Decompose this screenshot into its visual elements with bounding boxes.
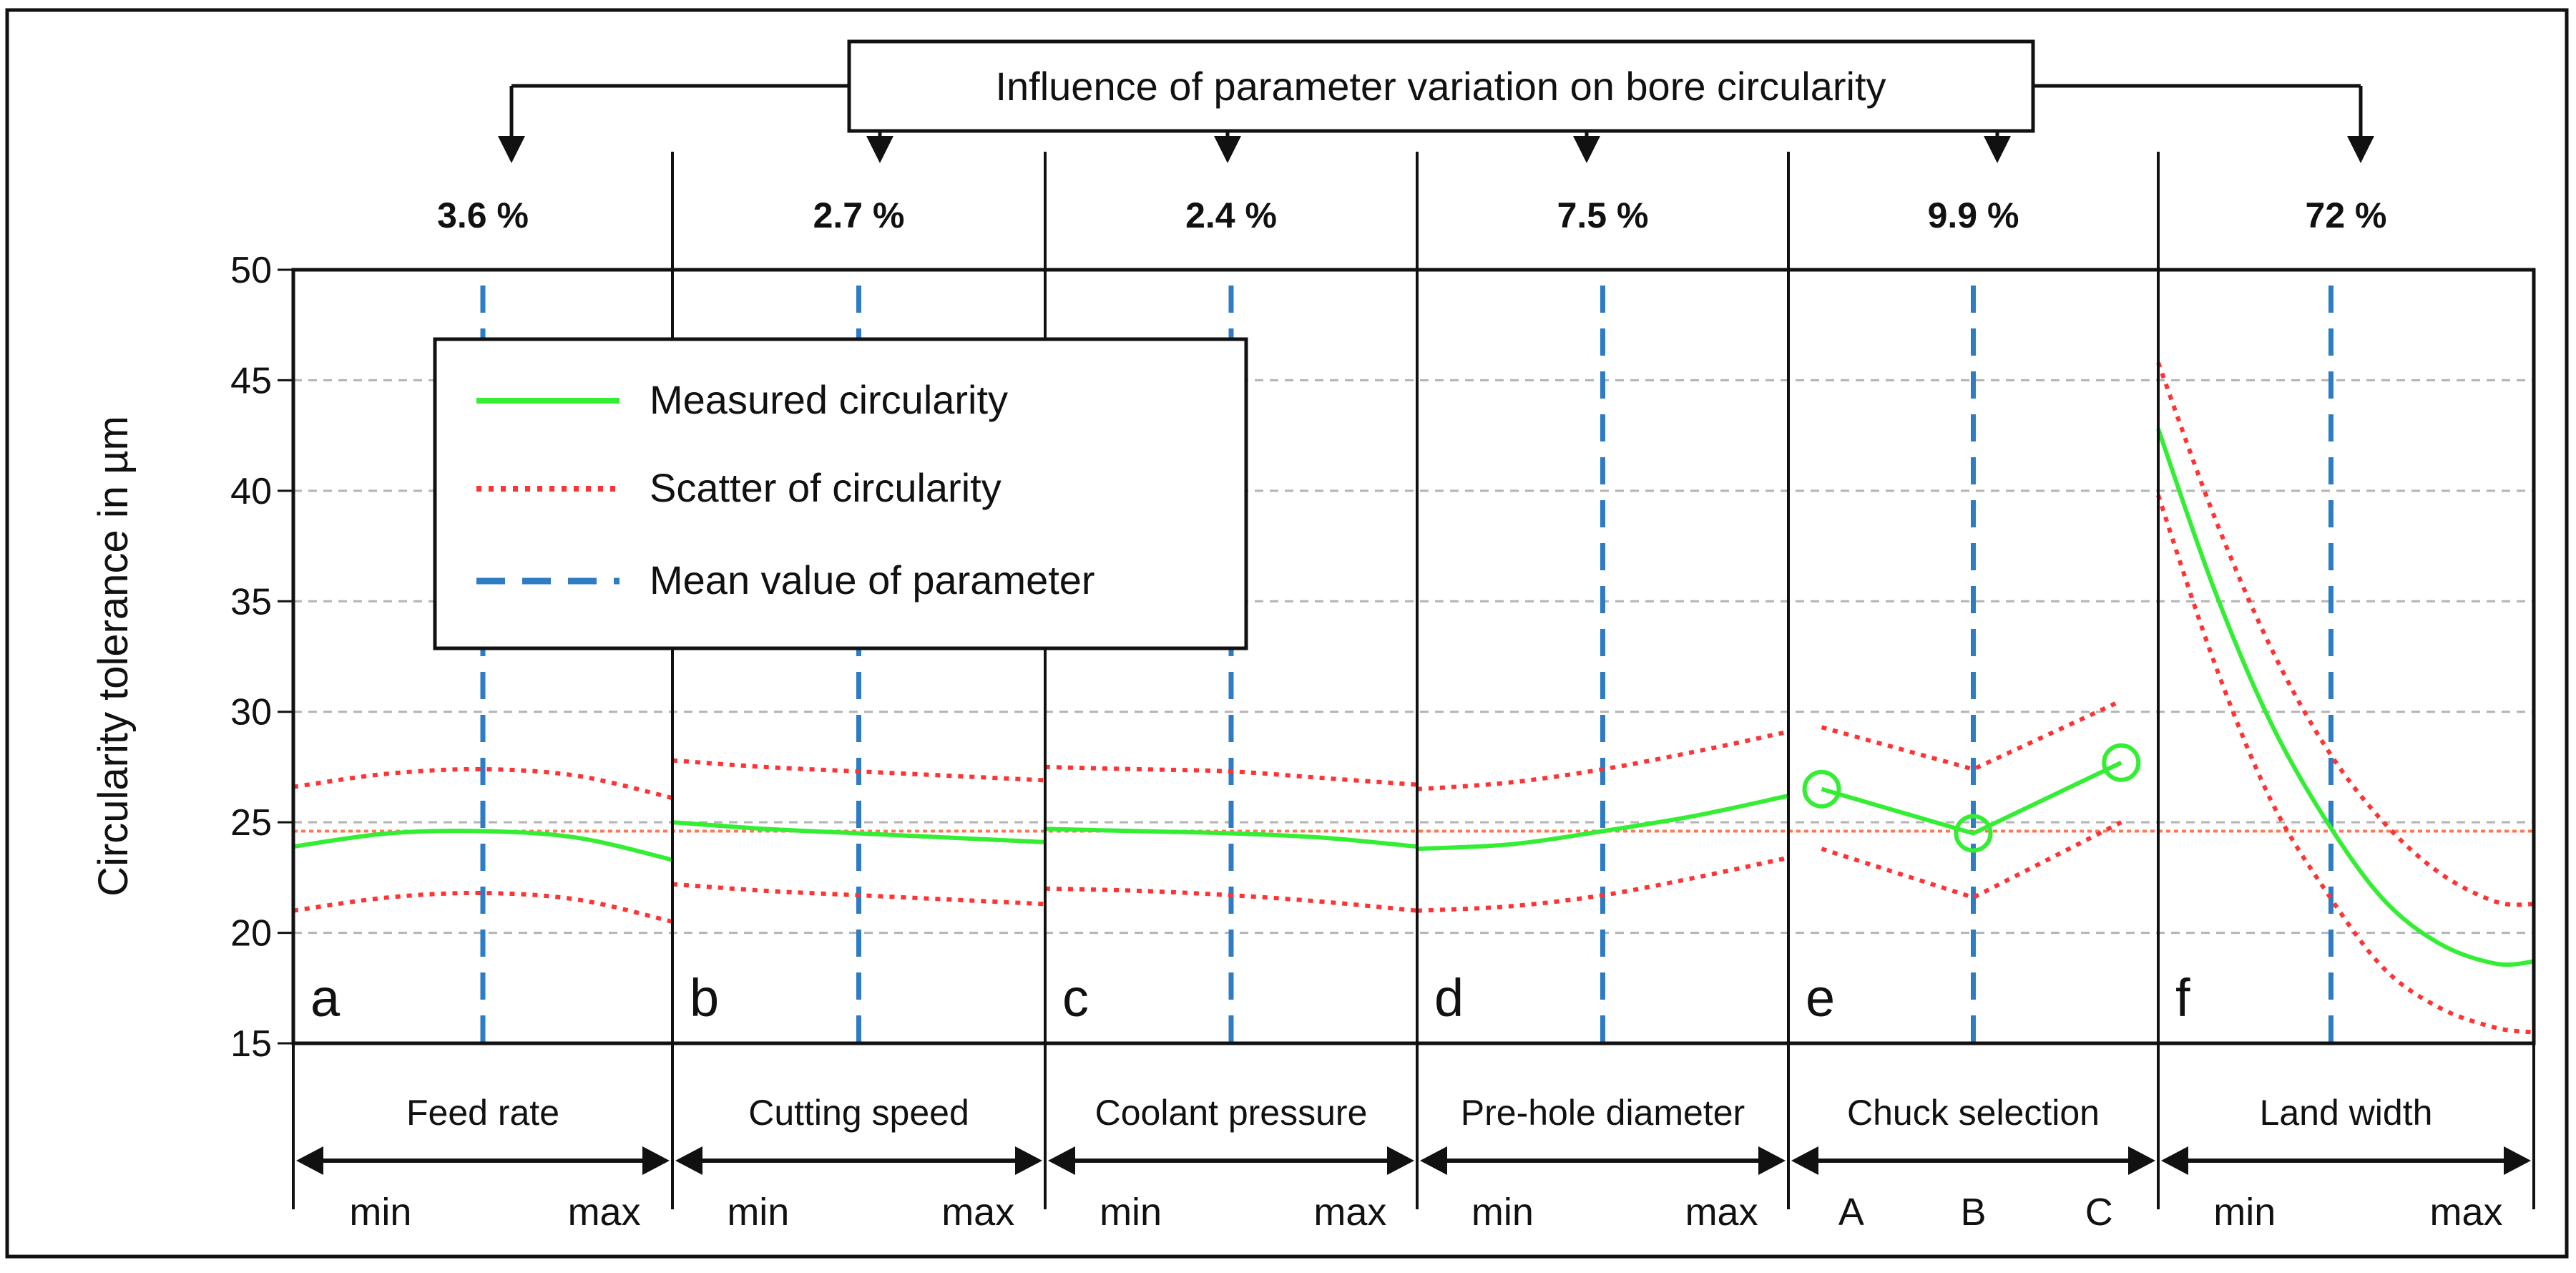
- legend: Measured circularity Scatter of circular…: [433, 337, 1248, 650]
- panel-letter-f: f: [2175, 968, 2190, 1028]
- panel-letters: a b c d e f: [310, 968, 2190, 1028]
- measured-curves: [293, 428, 2535, 967]
- y-tick-label-35: 35: [230, 581, 272, 623]
- scatter-upper-b: [672, 758, 1046, 783]
- influence-pct-a: 3.6 %: [437, 195, 529, 235]
- scatter-upper-f: [2156, 361, 2535, 907]
- plot-area-border: [291, 268, 2536, 1045]
- y-tick-label-25: 25: [230, 802, 272, 844]
- scatter-upper-d: [1416, 729, 1789, 791]
- title-arrowhead-d: [1573, 136, 1600, 163]
- legend-label-mean: Mean value of parameter: [650, 557, 1095, 603]
- scatter-curves: [293, 361, 2535, 1035]
- panel-letter-e: e: [1806, 968, 1835, 1028]
- chuck-marker-B: [1954, 814, 1993, 853]
- chart-title: Influence of parameter variation on bore…: [995, 64, 1886, 109]
- scatter-lower-b: [672, 882, 1046, 907]
- range-label-b-1: max: [941, 1191, 1014, 1234]
- influence-pct-e: 9.9 %: [1928, 195, 2019, 235]
- scatter-upper-c: [1044, 764, 1418, 787]
- measured-line-c: [1044, 826, 1418, 849]
- title-arrowhead-b: [866, 136, 893, 163]
- figure-frame: [5, 8, 2569, 1259]
- range-label-a-1: max: [568, 1191, 641, 1234]
- measured-line-e: [1821, 761, 2122, 836]
- range-arrowhead-right-e: [2128, 1146, 2155, 1175]
- legend-label-scatter: Scatter of circularity: [650, 465, 1001, 510]
- parameter-name-b: Cutting speed: [748, 1093, 969, 1133]
- range-arrowhead-right-d: [1758, 1146, 1786, 1175]
- measured-line-d: [1416, 794, 1789, 852]
- parameter-name-f: Land width: [2260, 1093, 2433, 1133]
- chuck-marker-C: [2102, 743, 2141, 782]
- title-box: [847, 39, 2035, 133]
- y-tick-label-45: 45: [230, 360, 272, 401]
- legend-box: [433, 337, 1248, 650]
- y-tick-label-50: 50: [230, 250, 272, 291]
- title-arrowhead-a: [498, 136, 525, 163]
- y-tick-label-40: 40: [230, 471, 272, 512]
- scatter-upper-e: [1821, 698, 2122, 772]
- chuck-markers: [1802, 743, 2141, 853]
- range-label-c-1: max: [1313, 1191, 1386, 1234]
- y-axis-label: Circularity tolerance in µm: [90, 416, 137, 897]
- range-label-e-0: A: [1838, 1191, 1864, 1234]
- parameter-name-a: Feed rate: [406, 1093, 559, 1133]
- range-arrowhead-left-b: [675, 1146, 702, 1175]
- range-label-c-0: min: [1100, 1191, 1162, 1234]
- range-label-e-2: C: [2085, 1191, 2113, 1234]
- range-arrowhead-left-e: [1791, 1146, 1818, 1175]
- range-arrowhead-left-a: [296, 1146, 323, 1175]
- measured-line-f: [2156, 428, 2535, 967]
- parameter-name-d: Pre-hole diameter: [1461, 1093, 1745, 1133]
- parameter-name-e: Chuck selection: [1847, 1093, 2100, 1133]
- panel-letter-c: c: [1062, 968, 1089, 1028]
- title-arrowhead-e: [1984, 136, 2011, 163]
- scatter-lower-d: [1416, 855, 1789, 913]
- title-arrows: [498, 84, 2374, 163]
- influence-percentages: 3.6 % 2.7 % 2.4 % 7.5 % 9.9 % 72 %: [437, 195, 2386, 235]
- range-label-f-0: min: [2213, 1191, 2276, 1234]
- range-arrowhead-right-c: [1387, 1146, 1414, 1175]
- range-arrowhead-left-f: [2161, 1146, 2188, 1175]
- range-arrowhead-left-c: [1048, 1146, 1075, 1175]
- panel-letter-d: d: [1434, 968, 1464, 1028]
- y-tick-label-15: 15: [230, 1023, 272, 1065]
- range-label-d-0: min: [1471, 1191, 1534, 1234]
- range-label-f-1: max: [2429, 1191, 2502, 1234]
- range-label-b-0: min: [727, 1191, 789, 1234]
- measured-line-a: [293, 829, 673, 862]
- parameter-labels: Feed rate min max Cutting speed min max Coolan…: [296, 1093, 2531, 1234]
- range-label-e-1: B: [1960, 1191, 1986, 1234]
- y-axis: 15 20 25 30 35 40 45 50: [230, 250, 293, 1065]
- chuck-marker-A: [1802, 769, 1841, 809]
- influence-pct-f: 72 %: [2306, 195, 2387, 235]
- title-arrowhead-c: [1214, 136, 1241, 163]
- panel-letter-a: a: [310, 968, 341, 1028]
- measured-line-b: [672, 820, 1046, 844]
- range-label-d-1: max: [1685, 1191, 1758, 1234]
- range-arrowhead-left-d: [1420, 1146, 1447, 1175]
- influence-pct-d: 7.5 %: [1557, 195, 1649, 235]
- y-tick-label-20: 20: [230, 913, 272, 955]
- y-tick-label-30: 30: [230, 692, 272, 733]
- title-arrowhead-f: [2347, 136, 2374, 163]
- legend-label-measured: Measured circularity: [650, 377, 1008, 422]
- influence-pct-b: 2.7 %: [813, 195, 905, 235]
- panel-letter-b: b: [690, 968, 719, 1028]
- range-arrowhead-right-f: [2504, 1146, 2531, 1175]
- range-label-a-0: min: [349, 1191, 411, 1234]
- influence-pct-c: 2.4 %: [1185, 195, 1277, 235]
- gridlines: [293, 379, 2534, 935]
- scatter-lower-c: [1044, 886, 1418, 913]
- parameter-name-c: Coolant pressure: [1095, 1093, 1368, 1133]
- panel-separators: [292, 152, 2535, 1209]
- range-arrowhead-right-b: [1015, 1146, 1042, 1175]
- range-arrowhead-right-a: [642, 1146, 670, 1175]
